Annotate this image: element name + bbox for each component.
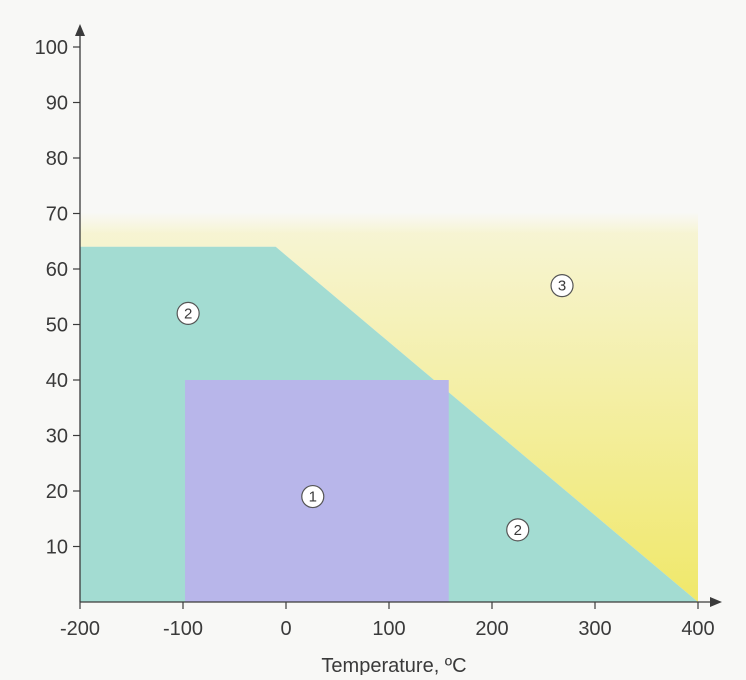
x-axis-title: Temperature, ºC	[321, 655, 466, 675]
y-tick-label: 10	[46, 537, 68, 559]
y-tick-label: 70	[46, 204, 68, 226]
y-tick-label: 30	[46, 426, 68, 448]
y-tick-label: 80	[46, 148, 68, 170]
y-tick-label: 50	[46, 315, 68, 337]
region-label-circle	[506, 518, 530, 542]
y-tick-label: 20	[46, 481, 68, 503]
y-tick-label: 40	[46, 370, 68, 392]
region-label-text: 1	[309, 489, 317, 506]
region-label-text: 2	[184, 305, 192, 322]
region-3-label: 3	[550, 274, 574, 298]
y-axis-arrow	[75, 24, 85, 36]
region-label-text: 2	[514, 522, 522, 539]
x-tick-label: 0	[280, 618, 291, 640]
x-tick-label: 300	[578, 618, 611, 640]
x-tick-label: -100	[163, 618, 203, 640]
x-tick-label: 200	[475, 618, 508, 640]
region-label-circle	[301, 484, 325, 509]
x-tick-label: 400	[681, 618, 714, 640]
region-label-circle	[550, 274, 574, 298]
region-3-area	[80, 213, 698, 602]
x-tick-label: 100	[372, 618, 405, 640]
region-2-label: 2	[506, 518, 530, 542]
region-1-label: 1	[301, 484, 325, 509]
y-tick-label: 90	[46, 93, 68, 115]
x-tick-label: -200	[60, 618, 100, 640]
region-3-fade	[80, 211, 698, 234]
y-tick-label: 60	[46, 259, 68, 281]
y-tick-label: 100	[35, 37, 68, 59]
region-2-label: 2	[176, 301, 200, 325]
region-label-text: 3	[558, 278, 566, 295]
x-axis-arrow	[710, 597, 722, 607]
region-label-circle	[176, 301, 200, 325]
